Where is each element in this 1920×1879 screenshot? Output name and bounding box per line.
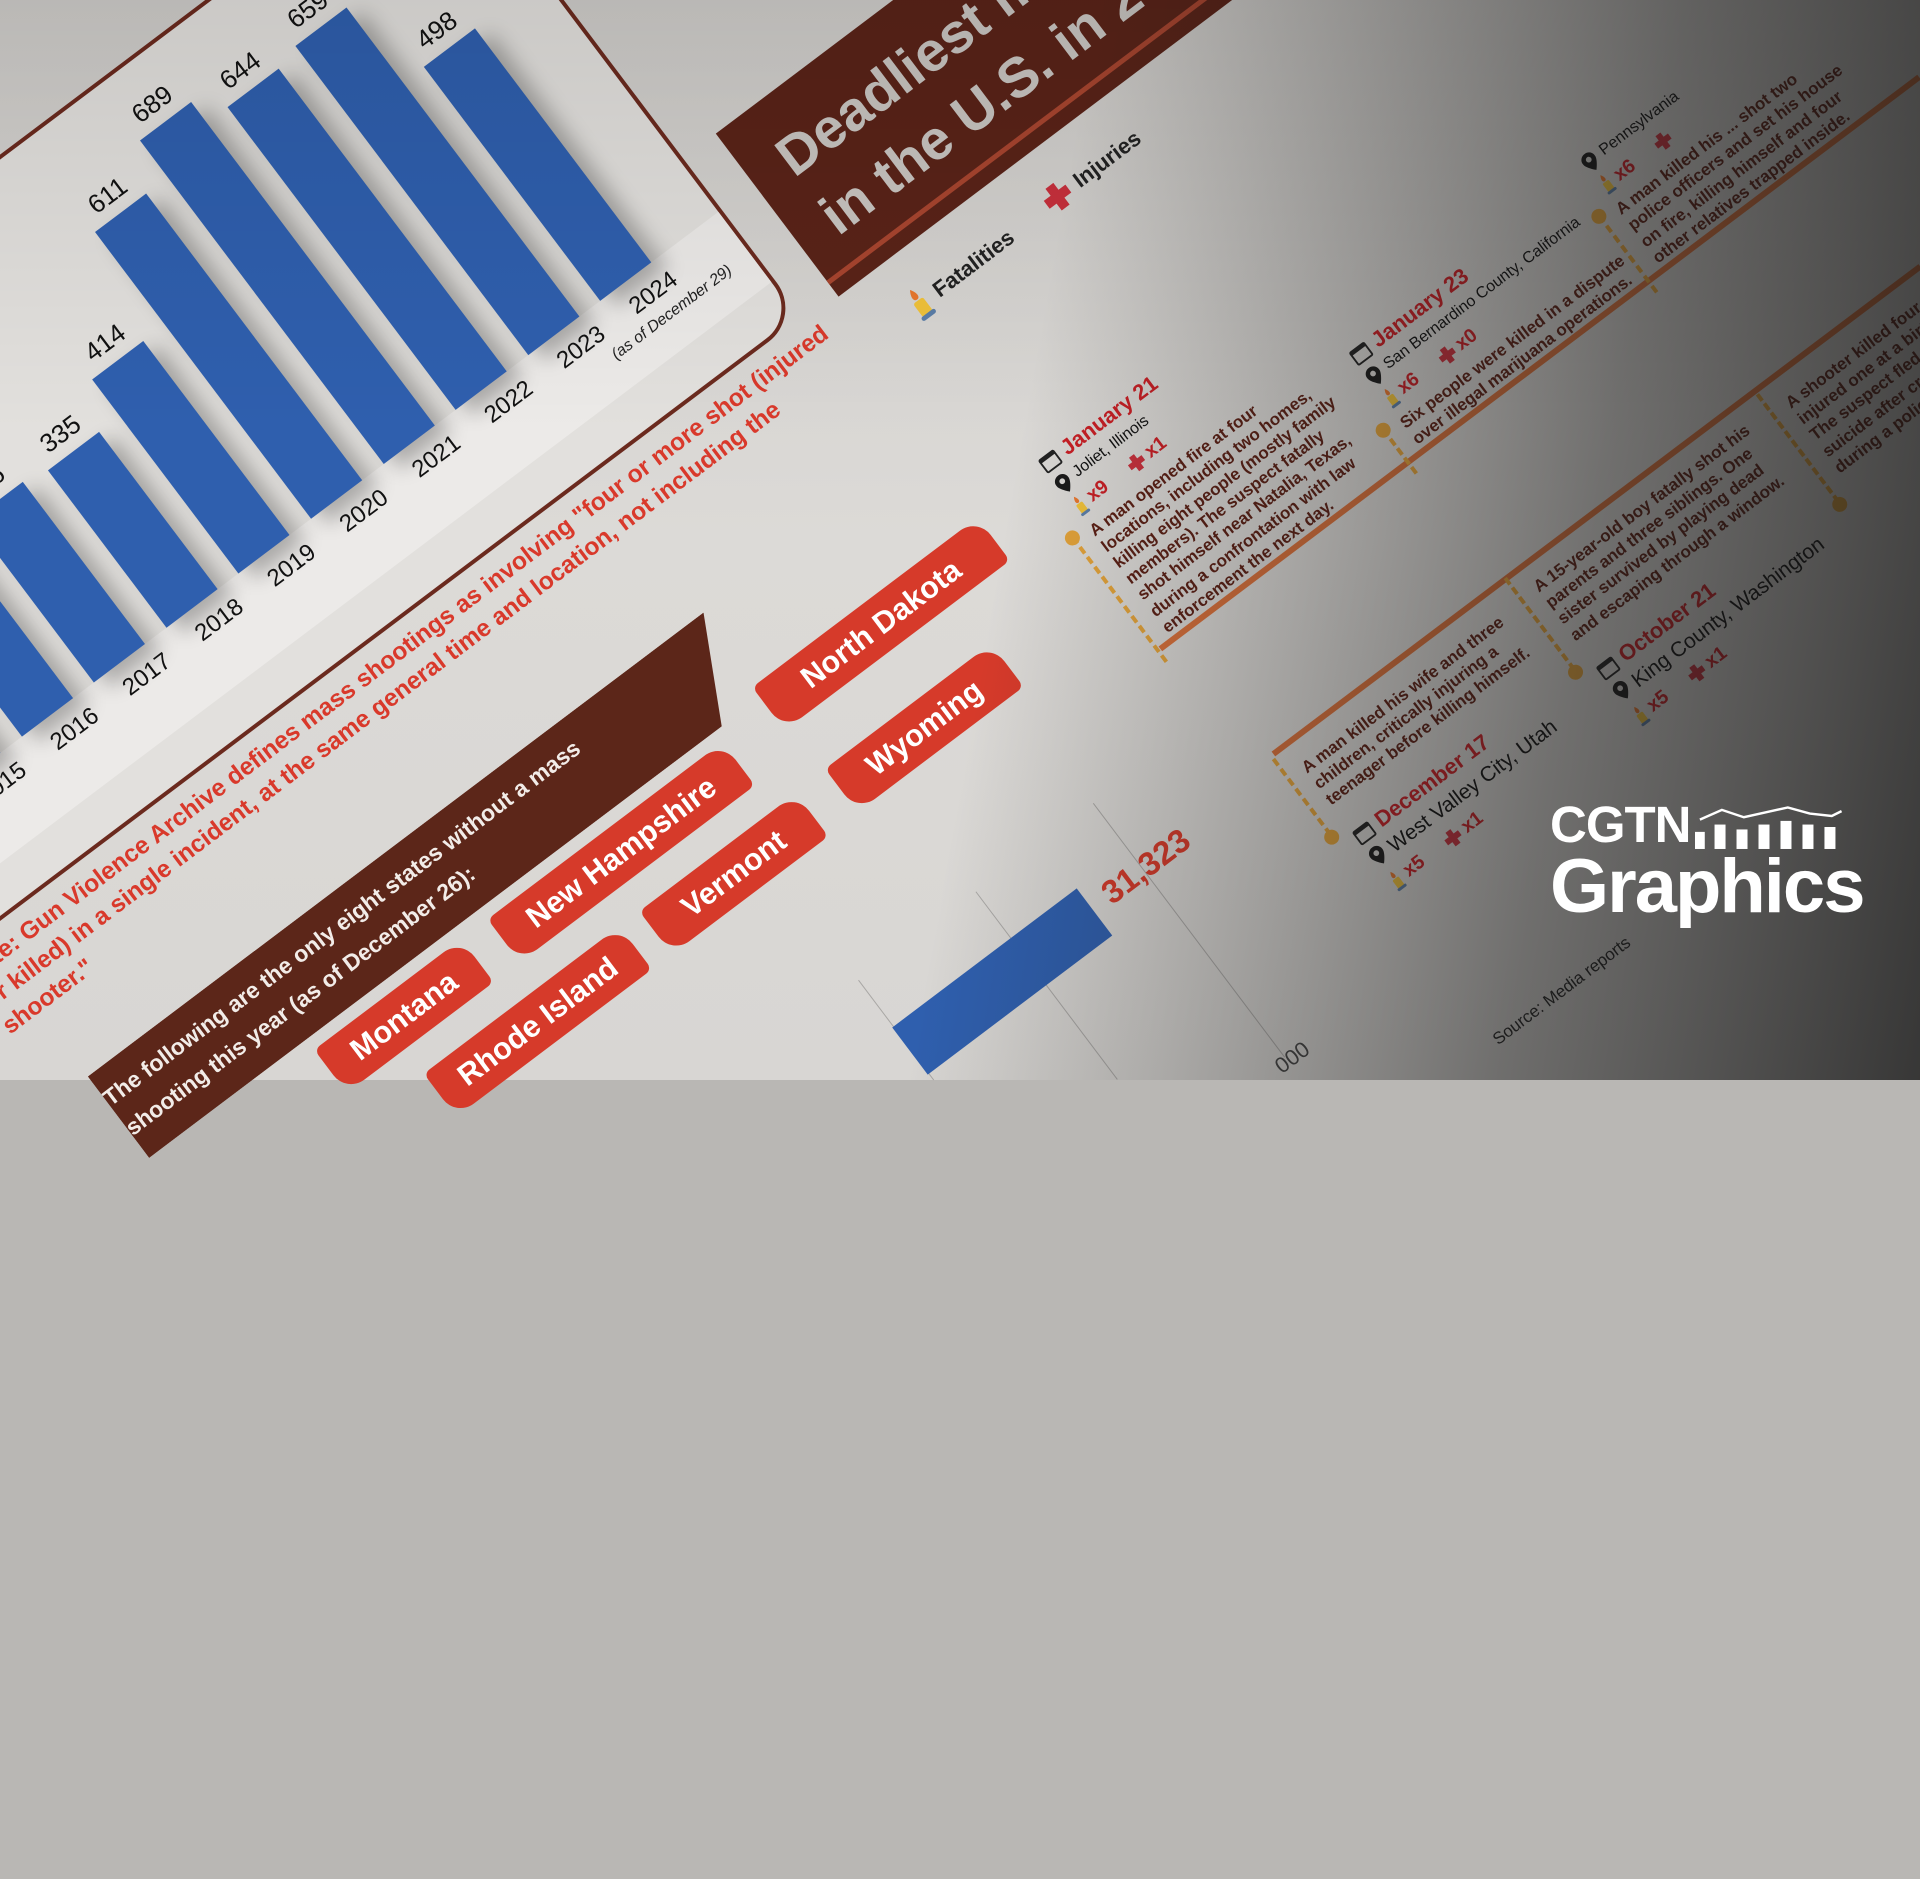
calendar-icon	[1350, 818, 1378, 846]
source-note: Source: Media reports	[1489, 933, 1635, 1050]
page-title: Deadliest m in the U.S. in 2	[761, 0, 1157, 250]
total-bar-value: 31,323	[1094, 821, 1197, 912]
calendar-icon	[1035, 446, 1063, 474]
cgtn-graphics-logo: CGTN Graphics	[1550, 800, 1863, 925]
location-pin-icon	[1610, 678, 1634, 703]
calendar-icon	[1593, 653, 1621, 681]
legend-injuries-label: Injuries	[1068, 125, 1146, 193]
total-bar	[892, 888, 1112, 1074]
location-pin-icon	[1579, 150, 1603, 175]
logo-graphics: Graphics	[1550, 849, 1863, 925]
cross-icon	[1649, 127, 1677, 155]
location-pin-icon	[1362, 363, 1386, 388]
logo-cgtn: CGTN	[1550, 800, 1690, 849]
mini-chart-icon	[1695, 805, 1844, 849]
axis-tick-label: 000	[1270, 1036, 1315, 1079]
location-pin-icon	[1366, 843, 1390, 868]
legend-fatalities-label: Fatalities	[927, 224, 1019, 302]
event-card: A shooter killed four people and injured…	[1782, 231, 1920, 495]
calendar-icon	[1346, 338, 1374, 366]
location-pin-icon	[1052, 471, 1076, 496]
legend-injuries: Injuries	[1035, 123, 1148, 219]
injury-count	[1649, 127, 1677, 155]
cross-icon	[1035, 174, 1080, 219]
